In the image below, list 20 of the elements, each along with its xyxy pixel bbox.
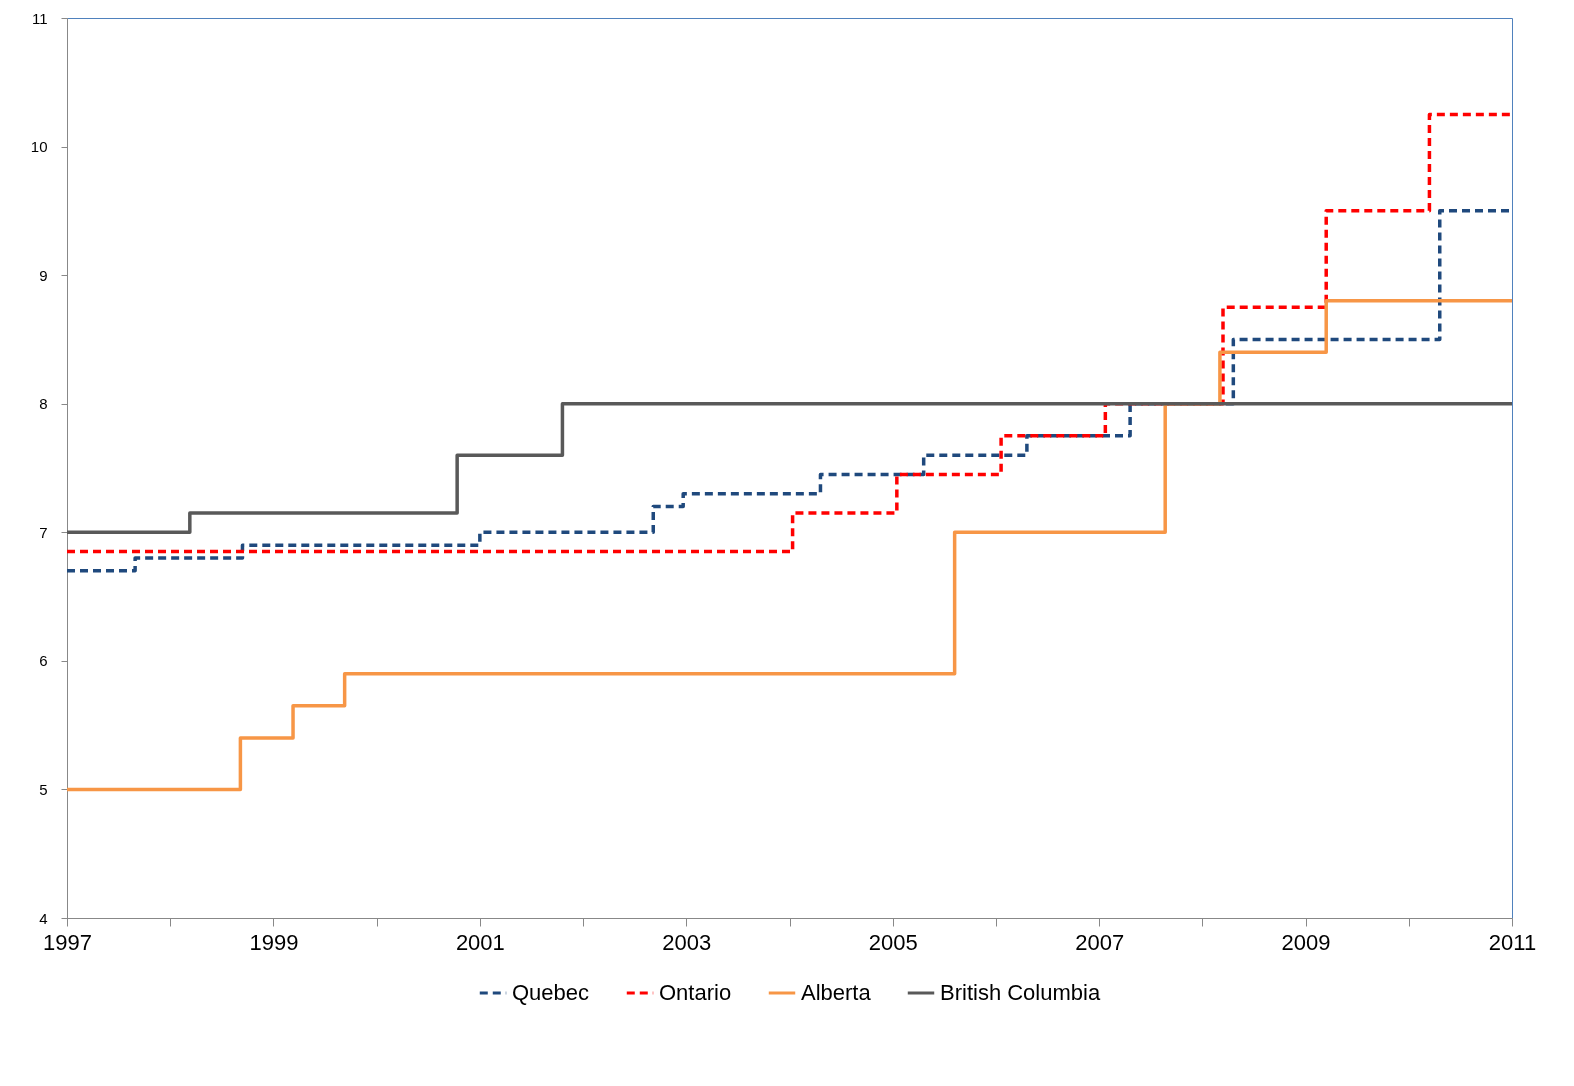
- legend-label: British Columbia: [940, 980, 1101, 1005]
- x-tick-label: 2005: [868, 929, 918, 955]
- y-tick-label: 5: [39, 780, 48, 798]
- x-tick-label: 2007: [1075, 929, 1125, 955]
- y-tick-label: 11: [31, 9, 48, 27]
- x-tick-label: 2003: [662, 929, 712, 955]
- x-tick-label: 2009: [1281, 929, 1331, 955]
- x-tick-label: 1997: [43, 929, 92, 955]
- x-tick-label: 1999: [249, 929, 299, 955]
- legend-label: Quebec: [512, 980, 590, 1005]
- y-tick-label: 8: [39, 395, 48, 413]
- legend-label: Alberta: [801, 980, 872, 1005]
- legend-label: Ontario: [659, 980, 732, 1005]
- x-tick-label: 2001: [455, 929, 505, 955]
- y-tick-label: 7: [39, 523, 48, 541]
- y-tick-label: 4: [39, 909, 48, 927]
- y-tick-label: 9: [39, 266, 48, 284]
- y-tick-label: 10: [30, 138, 48, 156]
- x-tick-label: 2011: [1488, 929, 1537, 955]
- y-tick-label: 6: [39, 652, 48, 670]
